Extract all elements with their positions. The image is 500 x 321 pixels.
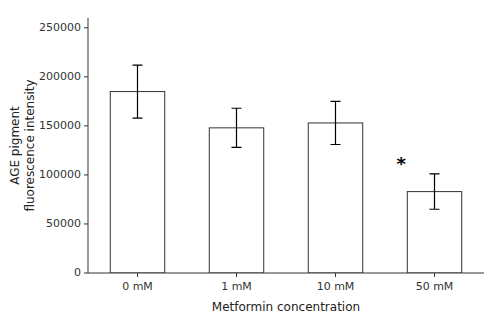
y-tick-label: 100000: [39, 168, 81, 181]
y-tick-label: 50000: [46, 217, 81, 230]
x-axis-label: Metformin concentration: [212, 300, 360, 314]
x-tick: [137, 273, 138, 277]
bar: [308, 123, 362, 273]
x-tick-label: 0 mM: [122, 280, 153, 293]
significance-marker: *: [397, 153, 407, 174]
x-axis-line: [88, 273, 484, 274]
y-tick: [84, 76, 88, 77]
x-tick-label: 1 mM: [221, 280, 252, 293]
x-tick: [236, 273, 237, 277]
x-tick: [335, 273, 336, 277]
x-tick-label: 10 mM: [317, 280, 355, 293]
error-bar: [331, 101, 341, 144]
y-tick-label: 200000: [39, 70, 81, 83]
x-tick-label: 50 mM: [416, 280, 454, 293]
error-bars: [133, 65, 440, 209]
y-tick: [84, 174, 88, 175]
x-tick: [434, 273, 435, 277]
y-tick: [84, 125, 88, 126]
y-tick: [84, 223, 88, 224]
chart-svg: 0 50000 100000 150000 200000 250000 0 mM 1 mM 10…: [0, 0, 500, 321]
error-bar: [430, 174, 440, 209]
y-tick-label: 0: [74, 266, 81, 279]
chart-container: 0 50000 100000 150000 200000 250000 0 mM 1 mM 10…: [0, 0, 500, 321]
y-tick: [84, 27, 88, 28]
y-tick-label: 250000: [39, 21, 81, 34]
axes: 0 50000 100000 150000 200000 250000 0 mM 1 mM 10…: [39, 18, 484, 293]
y-axis-label: AGE pigmentfluorescence intensity: [8, 79, 37, 211]
bars: [110, 92, 461, 273]
bar: [209, 128, 263, 273]
y-axis-line: [88, 18, 89, 273]
y-axis-label-line: AGE pigment: [8, 106, 22, 185]
y-tick-label: 150000: [39, 119, 81, 132]
error-bar: [133, 65, 143, 118]
error-bar: [232, 108, 242, 147]
y-tick: [84, 273, 88, 274]
bar: [110, 92, 164, 273]
y-axis-label-line: fluorescence intensity: [23, 79, 37, 211]
